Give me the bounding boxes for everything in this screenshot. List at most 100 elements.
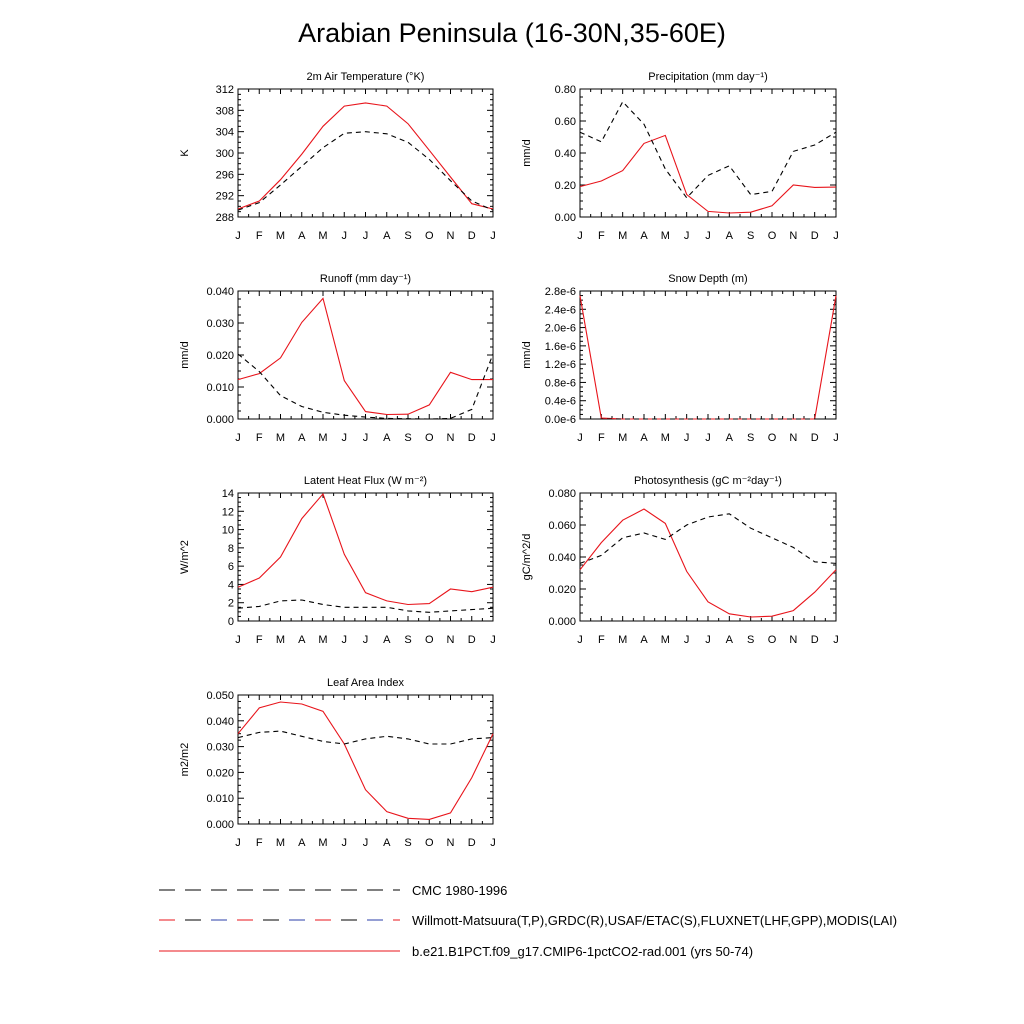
y-axis-label: mm/d [521, 341, 533, 369]
y-tick-label: 300 [216, 148, 234, 160]
y-tick-label: 0.050 [206, 690, 234, 702]
obs-series-line [579, 100, 837, 199]
y-tick-label: 0 [228, 616, 234, 628]
x-tick-label: S [404, 837, 411, 849]
y-tick-label: 0.80 [555, 84, 576, 96]
y-tick-label: 2.0e-6 [545, 323, 576, 335]
model-series-line [579, 508, 837, 618]
obs-series-line [237, 730, 494, 745]
page-title: Arabian Peninsula (16-30N,35-60E) [298, 18, 726, 48]
x-tick-label: J [235, 432, 241, 444]
model-series-line [579, 295, 837, 420]
y-tick-label: 0.020 [548, 584, 576, 596]
x-tick-label: M [276, 432, 285, 444]
x-tick-label: J [363, 230, 369, 242]
y-tick-label: 2.8e-6 [545, 286, 576, 298]
y-axis-label: mm/d [521, 139, 533, 167]
x-tick-label: F [598, 230, 605, 242]
x-tick-label: M [276, 230, 285, 242]
x-tick-label: J [577, 230, 583, 242]
x-tick-label: J [490, 432, 496, 444]
x-tick-label: M [661, 230, 670, 242]
y-tick-label: 0.00 [555, 212, 576, 224]
panel-title: Snow Depth (m) [668, 273, 747, 285]
x-tick-label: S [747, 634, 754, 646]
y-tick-label: 0.020 [206, 767, 234, 779]
y-tick-label: 12 [222, 506, 234, 518]
panel-title: Latent Heat Flux (W m⁻²) [304, 475, 427, 487]
legend: CMC 1980-1996 Willmott-Matsuura(T,P),GRDC… [159, 883, 897, 959]
y-tick-label: 1.6e-6 [545, 341, 576, 353]
x-tick-label: A [640, 432, 648, 444]
plot-frame [579, 88, 837, 218]
x-tick-label: F [256, 837, 263, 849]
obs-series-line [237, 599, 494, 613]
x-tick-label: J [833, 634, 839, 646]
x-tick-label: J [342, 634, 348, 646]
obs-series-line [237, 353, 494, 420]
x-tick-label: S [404, 432, 411, 444]
y-tick-label: 2 [228, 598, 234, 610]
x-tick-label: A [383, 432, 391, 444]
y-tick-label: 0.8e-6 [545, 377, 576, 389]
chart-panel-4: J F M A M J J A S O N D J0.0e-60.4e-60.8e-61.2e-61.6… [521, 273, 839, 444]
x-tick-label: S [747, 432, 754, 444]
x-tick-label: J [577, 432, 583, 444]
y-tick-label: 296 [216, 169, 234, 181]
panel-title: Leaf Area Index [327, 677, 405, 689]
plot-frame [237, 88, 494, 218]
x-tick-label: N [789, 432, 797, 444]
x-tick-label: N [447, 230, 455, 242]
x-tick-label: A [298, 432, 306, 444]
x-tick-label: A [383, 837, 391, 849]
y-axis-label: gC/m^2/d [521, 534, 533, 581]
legend-label: CMC 1980-1996 [412, 883, 507, 898]
y-tick-label: 0.60 [555, 116, 576, 128]
x-tick-label: D [811, 230, 819, 242]
chart-panel-7: J F M A M J J A S O N D J0.0000.0100.0200.0300.0400.… [179, 677, 496, 849]
y-tick-label: 0.4e-6 [545, 396, 576, 408]
y-tick-label: 0.030 [206, 742, 234, 754]
y-axis-label: W/m^2 [179, 540, 191, 574]
x-tick-label: M [318, 432, 327, 444]
x-tick-label: J [363, 837, 369, 849]
x-tick-label: S [747, 230, 754, 242]
x-tick-label: J [684, 634, 690, 646]
chart-panel-3: J F M A M J J A S O N D J0.0000.0100.0200.0300.040Ru… [179, 273, 496, 444]
model-series-line [579, 134, 837, 214]
model-series-line [237, 701, 494, 820]
y-tick-label: 0.000 [206, 414, 234, 426]
y-axis-label: K [179, 149, 191, 157]
model-series-line [237, 102, 494, 210]
y-tick-label: 292 [216, 191, 234, 203]
x-tick-label: A [298, 230, 306, 242]
x-tick-label: A [383, 230, 391, 242]
x-tick-label: O [768, 634, 777, 646]
y-tick-label: 0.040 [548, 552, 576, 564]
x-tick-label: J [705, 634, 711, 646]
y-tick-label: 304 [216, 127, 234, 139]
x-tick-label: S [404, 230, 411, 242]
legend-label: b.e21.B1PCT.f09_g17.CMIP6-1pctCO2-rad.00… [412, 944, 753, 959]
y-tick-label: 1.2e-6 [545, 359, 576, 371]
x-tick-label: D [468, 634, 476, 646]
x-tick-label: F [598, 634, 605, 646]
plot-frame [237, 694, 494, 825]
x-tick-label: O [768, 432, 777, 444]
x-tick-label: A [640, 634, 648, 646]
panel-title: Precipitation (mm day⁻¹) [648, 71, 768, 83]
x-tick-label: M [618, 634, 627, 646]
x-tick-label: A [726, 634, 734, 646]
x-tick-label: J [235, 634, 241, 646]
y-tick-label: 0.040 [206, 286, 234, 298]
x-tick-label: J [577, 634, 583, 646]
x-tick-label: J [342, 230, 348, 242]
x-tick-label: A [726, 230, 734, 242]
x-tick-label: O [425, 432, 434, 444]
x-tick-label: M [276, 837, 285, 849]
x-tick-label: M [318, 837, 327, 849]
x-tick-label: A [298, 837, 306, 849]
x-tick-label: D [811, 634, 819, 646]
